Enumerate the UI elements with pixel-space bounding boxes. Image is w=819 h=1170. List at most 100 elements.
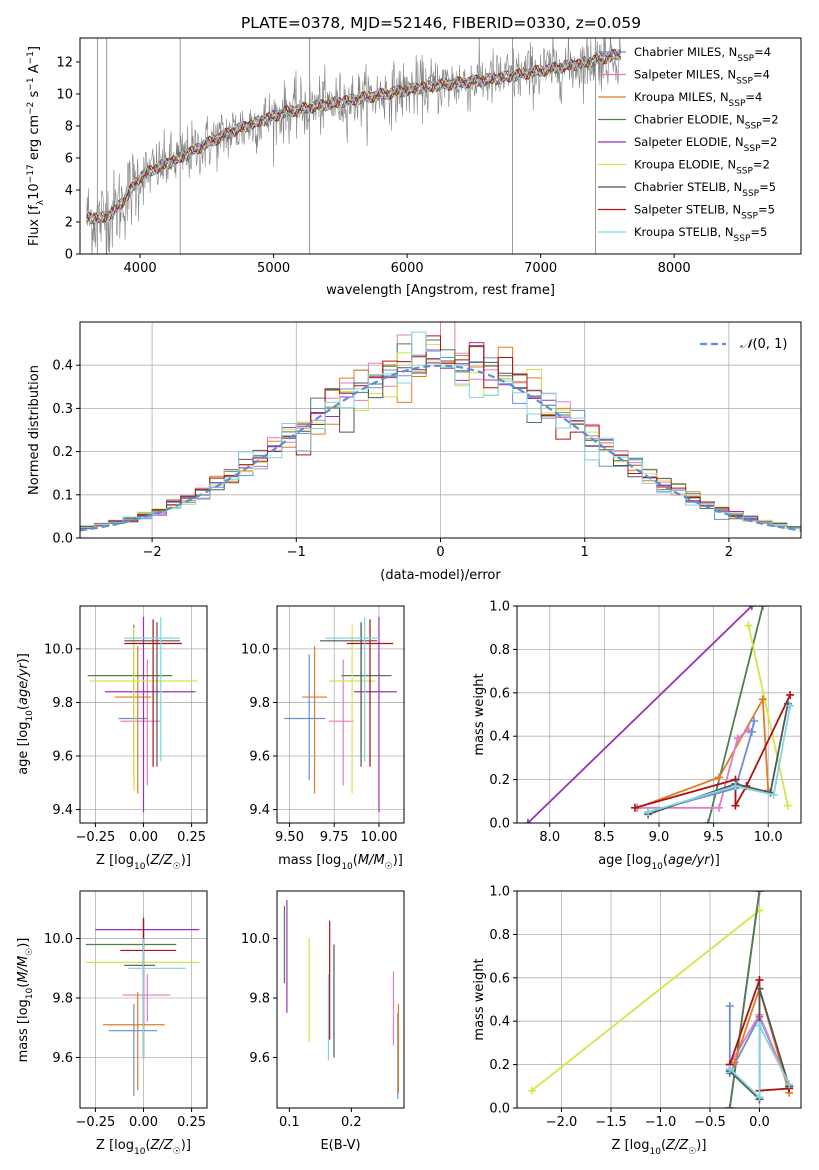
x-tick-label: 0.0 bbox=[749, 1115, 770, 1130]
plot-area-mass-vs-Z bbox=[85, 917, 200, 1097]
y-axis-label: mass [log10(M/M☉)] bbox=[16, 938, 35, 1063]
y-tick-label: 10.0 bbox=[241, 642, 270, 657]
y-tick-label: 2 bbox=[65, 216, 73, 231]
y-tick-label: 0.4 bbox=[489, 1015, 510, 1030]
y-tick-label: 0.0 bbox=[489, 1102, 510, 1117]
weight-marker bbox=[527, 1086, 536, 1095]
x-tick-label: 1 bbox=[581, 545, 589, 560]
y-tick-label: 1.0 bbox=[489, 600, 510, 615]
x-tick-label: 0.00 bbox=[129, 1115, 158, 1130]
y-tick-label: 0.1 bbox=[52, 488, 73, 503]
x-axis-label: age [log10(age/yr)] bbox=[598, 853, 720, 872]
y-tick-label: 9.8 bbox=[249, 696, 270, 711]
x-tick-label: 7000 bbox=[524, 261, 557, 276]
y-tick-label: 0.2 bbox=[52, 445, 73, 460]
weight-line bbox=[647, 720, 755, 813]
weight-line bbox=[707, 606, 764, 823]
plot-area-weight-vs-age bbox=[523, 606, 795, 823]
y-tick-label: 0 bbox=[65, 248, 73, 263]
weight-marker bbox=[786, 701, 795, 710]
weight-marker bbox=[725, 1064, 734, 1073]
y-tick-label: 0.0 bbox=[489, 817, 510, 832]
x-tick-label: −0.5 bbox=[694, 1115, 726, 1130]
plot-area-age-vs-mass bbox=[284, 616, 397, 813]
y-axis-label: mass weight bbox=[472, 958, 487, 1040]
legend-entry: Chabrier ELODIE, NSSP=2 bbox=[634, 113, 779, 132]
y-tick-label: 10.0 bbox=[241, 932, 270, 947]
x-tick-label: 10.00 bbox=[360, 830, 397, 845]
y-axis-label: Flux [fλ10−17 erg cm−2 s−1 A−1] bbox=[26, 46, 46, 246]
y-tick-label: 0.8 bbox=[489, 643, 510, 658]
y-tick-label: 0.2 bbox=[489, 773, 510, 788]
weight-line bbox=[728, 891, 761, 1108]
y-tick-label: 12 bbox=[56, 56, 73, 71]
y-tick-label: 6 bbox=[65, 152, 73, 167]
axes-age-vs-mass: 9.50 9.75 10.00 9.4 9.6 9.8 10.0 mass [log10(M/… bbox=[241, 605, 405, 872]
y-tick-label: 10.0 bbox=[44, 932, 73, 947]
weight-marker bbox=[744, 621, 753, 630]
axes-frame bbox=[79, 37, 802, 255]
model-spectrum bbox=[86, 49, 622, 225]
x-tick-label: 9.0 bbox=[649, 830, 670, 845]
weight-marker bbox=[755, 1093, 764, 1102]
weight-marker bbox=[733, 734, 742, 743]
x-tick-label: −2 bbox=[143, 545, 162, 560]
weight-line bbox=[729, 1025, 790, 1100]
x-tick-label: −0.25 bbox=[75, 1115, 115, 1130]
y-axis-label: Normed distribution bbox=[27, 365, 42, 495]
plot-area-weight-vs-Z bbox=[527, 891, 794, 1108]
x-tick-label: −1.5 bbox=[595, 1115, 627, 1130]
model-spectrum bbox=[86, 50, 622, 225]
weight-marker bbox=[715, 803, 724, 812]
weight-marker bbox=[747, 606, 756, 610]
x-tick-label: 8.0 bbox=[539, 830, 560, 845]
x-tick-label: −1.0 bbox=[645, 1115, 677, 1130]
weight-marker bbox=[747, 727, 756, 736]
weight-marker bbox=[785, 1080, 794, 1089]
weight-marker bbox=[758, 695, 767, 704]
x-tick-label: 0.1 bbox=[279, 1115, 300, 1130]
weight-marker bbox=[704, 819, 713, 823]
y-tick-label: 4 bbox=[65, 184, 73, 199]
x-tick-label: 6000 bbox=[391, 261, 424, 276]
y-tick-label: 0.6 bbox=[489, 971, 510, 986]
x-tick-label: 2 bbox=[725, 545, 733, 560]
x-axis-label: mass [log10(M/M☉)] bbox=[278, 853, 403, 872]
y-tick-label: 10 bbox=[56, 88, 73, 103]
x-tick-label: −1 bbox=[287, 545, 306, 560]
y-tick-label: 9.6 bbox=[249, 750, 270, 765]
y-tick-label: 9.4 bbox=[249, 803, 270, 818]
weight-line bbox=[747, 625, 789, 806]
y-tick-label: 9.6 bbox=[249, 1051, 270, 1066]
axes-frame bbox=[276, 890, 405, 1109]
legend-entry: Chabrier STELIB, NSSP=5 bbox=[634, 180, 776, 199]
legend-entry: Kroupa STELIB, NSSP=5 bbox=[634, 225, 767, 244]
residual-histogram bbox=[80, 335, 801, 538]
y-tick-label: 8 bbox=[65, 120, 73, 135]
y-tick-label: 0.2 bbox=[489, 1058, 510, 1073]
x-tick-label: 5000 bbox=[257, 261, 290, 276]
weight-line bbox=[637, 728, 750, 809]
legend-entry: Salpeter MILES, NSSP=4 bbox=[634, 68, 770, 87]
x-axis-label: (data-model)/error bbox=[380, 568, 501, 583]
y-tick-label: 9.6 bbox=[52, 750, 73, 765]
y-tick-label: 9.6 bbox=[52, 1051, 73, 1066]
observed-spectrum bbox=[86, 38, 622, 254]
model-spectrum bbox=[86, 50, 622, 225]
x-tick-label: 4000 bbox=[124, 261, 157, 276]
y-tick-label: 1.0 bbox=[489, 885, 510, 900]
x-tick-label: 9.5 bbox=[703, 830, 724, 845]
legend-entry: Chabrier MILES, NSSP=4 bbox=[634, 45, 771, 64]
y-axis-label: mass weight bbox=[472, 673, 487, 755]
plot-area-spectrum bbox=[86, 38, 622, 254]
weight-marker bbox=[755, 984, 764, 993]
model-spectrum bbox=[86, 49, 622, 226]
model-spectrum bbox=[86, 49, 621, 224]
weight-marker bbox=[715, 773, 724, 782]
weight-marker bbox=[755, 891, 764, 895]
weight-marker bbox=[755, 975, 764, 984]
figure-title: PLATE=0378, MJD=52146, FIBERID=0330, z=0… bbox=[241, 14, 641, 32]
weight-marker bbox=[731, 801, 740, 810]
model-spectrum bbox=[86, 48, 622, 224]
